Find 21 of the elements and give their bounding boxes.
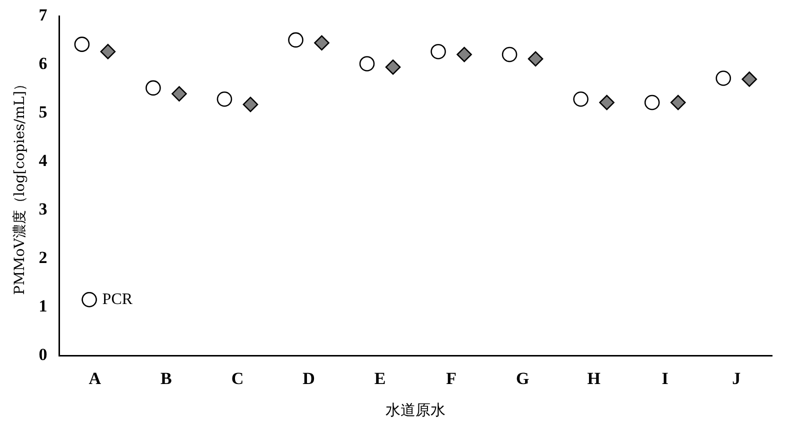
x-tick-label: I xyxy=(662,369,669,388)
y-tick-label: 2 xyxy=(38,248,48,268)
x-tick-label: J xyxy=(732,369,742,388)
x-tick-label: D xyxy=(302,369,315,388)
y-tick-label: 7 xyxy=(38,6,48,25)
y-tick-label: 5 xyxy=(38,102,48,122)
x-tick-label: F xyxy=(446,369,456,388)
y-tick-label: 0 xyxy=(38,344,48,364)
x-tick-label: C xyxy=(231,369,244,388)
y-axis-title: PMMoV濃度（log[copies/mL]） xyxy=(12,76,28,295)
x-tick-label: B xyxy=(160,369,172,388)
x-tick-label: G xyxy=(516,369,530,388)
y-tick-label: 6 xyxy=(38,54,48,74)
x-tick-label: H xyxy=(587,369,600,388)
legend-label: PCR xyxy=(102,290,133,308)
x-tick-label: A xyxy=(88,369,102,388)
y-tick-label: 4 xyxy=(38,151,48,170)
x-tick-label: E xyxy=(374,369,386,388)
y-tick-label: 3 xyxy=(38,200,48,219)
x-axis-title: 水道原水 xyxy=(386,400,446,419)
y-tick-label: 1 xyxy=(38,296,48,316)
